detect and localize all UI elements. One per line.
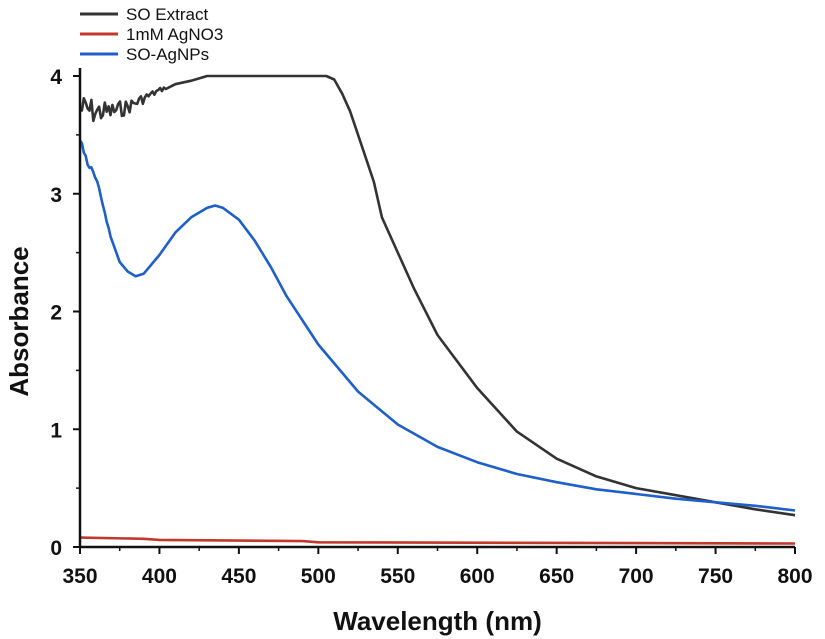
y-tick-label: 1 — [50, 419, 62, 442]
series-line-1 — [78, 74, 796, 517]
series-layer — [78, 74, 796, 545]
x-tick-label: 800 — [777, 565, 812, 588]
y-tick-label: 0 — [50, 537, 62, 560]
x-tick-label: 700 — [619, 565, 654, 588]
y-tick-label: 2 — [50, 302, 62, 325]
x-tick-label: 550 — [380, 565, 415, 588]
legend-label: SO-AgNPs — [126, 45, 209, 64]
x-axis-title: Wavelength (nm) — [333, 606, 541, 636]
y-tick-label: 4 — [50, 66, 62, 89]
x-tick-label: 450 — [221, 565, 256, 588]
x-tick-label: 600 — [460, 565, 495, 588]
series-line-3 — [78, 139, 796, 512]
series-line-2 — [79, 536, 796, 545]
x-tick-label: 750 — [698, 565, 733, 588]
x-ticks: 350 400 450 500 550 600 650 700 750 800 — [62, 547, 813, 588]
y-ticks: 0 1 2 3 4 — [50, 66, 80, 560]
x-tick-label: 650 — [539, 565, 574, 588]
x-tick-label: 500 — [301, 565, 336, 588]
x-tick-label: 350 — [62, 565, 97, 588]
legend-label: 1mM AgNO3 — [126, 25, 223, 44]
x-tick-label: 400 — [142, 565, 177, 588]
y-axis-title: Absorbance — [4, 246, 34, 396]
legend-label: SO Extract — [126, 5, 208, 24]
y-tick-label: 3 — [50, 184, 62, 207]
